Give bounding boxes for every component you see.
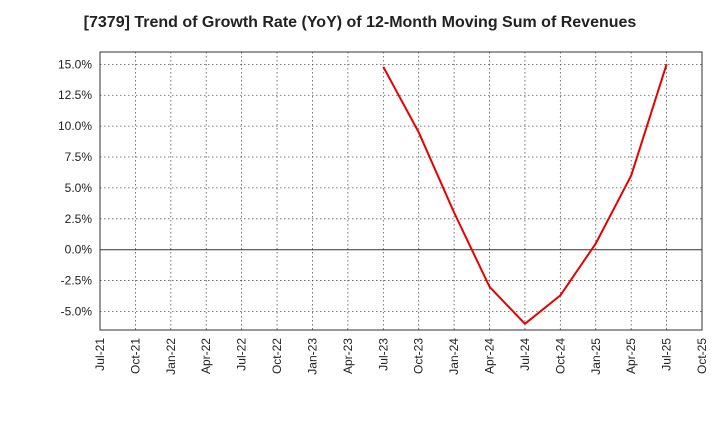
x-tick-label: Jan-23 [305,338,319,375]
x-tick-label: Apr-24 [483,338,497,374]
y-tick-label: -2.5% [61,274,93,288]
y-tick-label: 10.0% [58,119,92,133]
x-tick-label: Jan-24 [447,338,461,375]
x-tick-label: Oct-24 [553,338,567,374]
x-tick-label: Apr-22 [199,338,213,374]
x-tick-label: Jan-22 [164,338,178,375]
y-tick-label: 2.5% [65,212,93,226]
y-tick-label: 5.0% [65,181,93,195]
x-tick-label: Jul-25 [660,338,674,371]
x-tick-label: Jul-24 [518,338,532,371]
x-tick-label: Jul-23 [376,338,390,371]
y-tick-label: 7.5% [65,150,93,164]
x-tick-label: Oct-21 [128,338,142,374]
x-tick-label: Apr-25 [624,338,638,374]
y-tick-label: 12.5% [58,88,92,102]
x-tick-label: Jul-21 [93,338,107,371]
x-tick-label: Jul-22 [235,338,249,371]
chart-title: [7379] Trend of Growth Rate (YoY) of 12-… [83,14,637,31]
x-tick-label: Oct-23 [412,338,426,374]
plot-border [99,51,703,331]
plot-area [100,52,702,330]
y-tick-label: 0.0% [65,243,93,257]
y-tick-label: -5.0% [61,304,93,318]
x-tick-label: Apr-23 [341,338,355,374]
x-tick-label: Oct-22 [270,338,284,374]
y-tick-label: 15.0% [58,57,92,71]
x-tick-label: Oct-25 [695,338,709,374]
x-tick-label: Jan-25 [589,338,603,375]
